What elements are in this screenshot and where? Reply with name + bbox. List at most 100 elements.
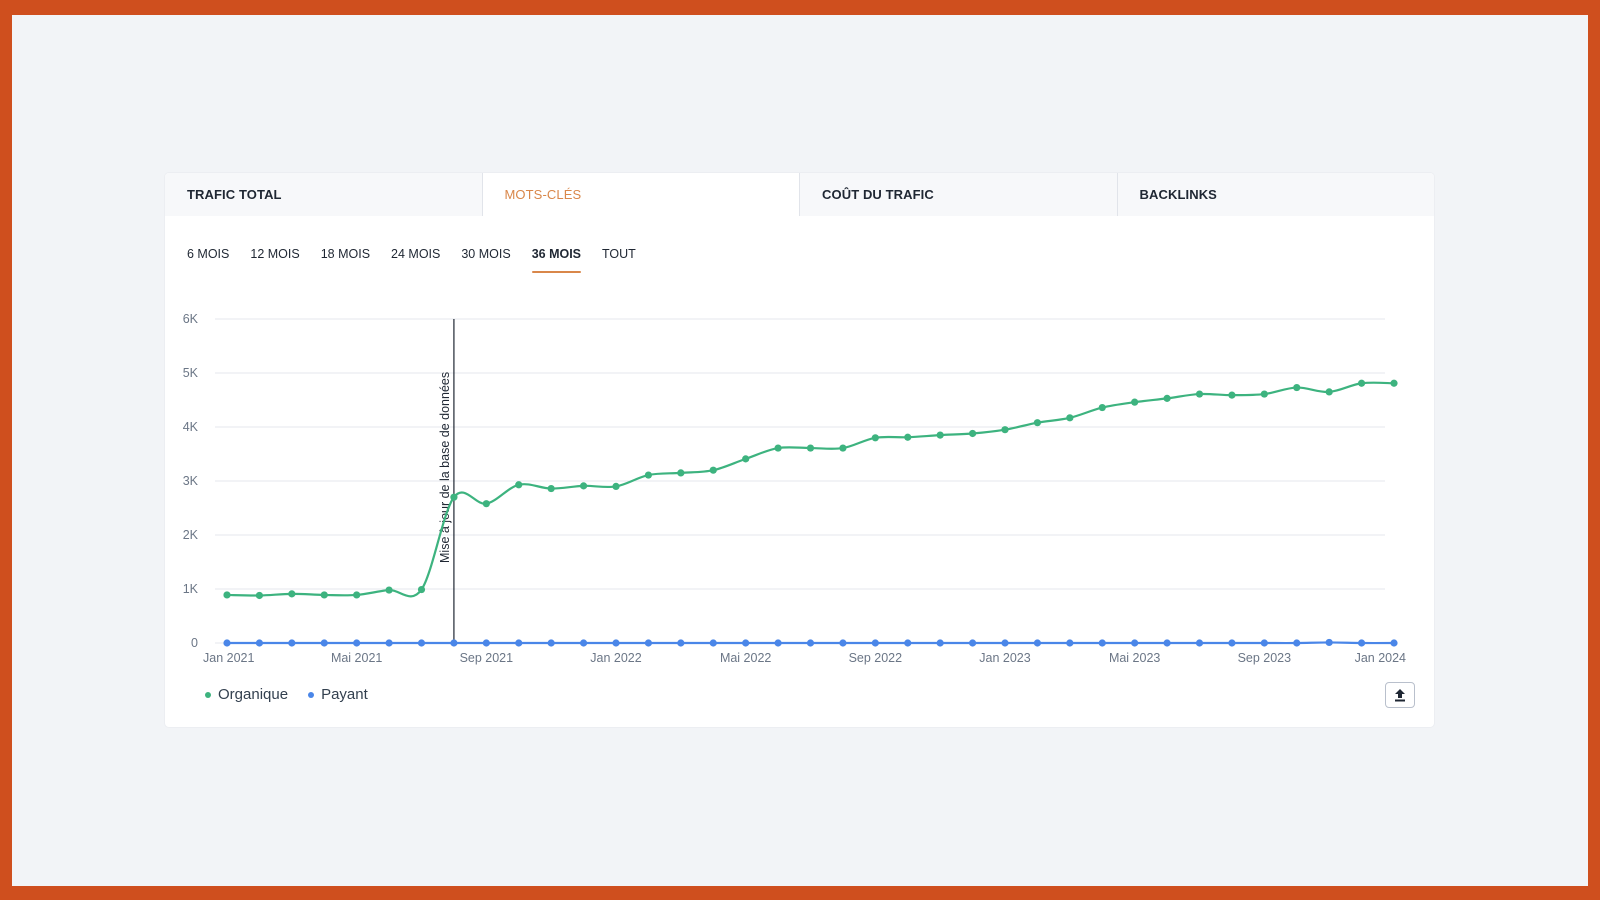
data-point-organique <box>515 481 523 489</box>
data-point-organique <box>871 434 879 442</box>
data-point-organique <box>806 444 815 452</box>
data-point-payant <box>1228 639 1236 647</box>
x-tick-label: Jan 2021 <box>203 651 254 665</box>
tab-backlinks[interactable]: BACKLINKS <box>1139 187 1217 202</box>
data-point-organique <box>320 591 328 599</box>
data-point-organique <box>288 590 296 598</box>
data-point-payant <box>1260 639 1268 647</box>
data-point-organique <box>547 484 555 493</box>
data-point-payant <box>1195 639 1204 647</box>
data-point-organique <box>450 493 458 501</box>
legend-label-organique: Organique <box>218 686 289 703</box>
data-point-organique <box>1001 426 1009 434</box>
data-point-payant <box>255 639 264 647</box>
data-point-payant <box>871 639 879 647</box>
period-tout[interactable]: TOUT <box>602 247 636 261</box>
tab-mots-cles[interactable]: MOTS-CLÉS <box>482 173 800 216</box>
chart-card: TRAFIC TOTAL MOTS-CLÉS COÛT DU TRAFIC BA… <box>165 173 1434 727</box>
export-button[interactable] <box>1385 682 1415 708</box>
data-point-payant <box>1098 639 1106 647</box>
data-point-organique <box>1195 390 1204 398</box>
data-point-organique <box>1357 379 1366 387</box>
data-point-payant <box>806 639 815 647</box>
data-point-organique <box>612 482 620 490</box>
y-tick-label: 2K <box>183 528 199 542</box>
y-tick-label: 0 <box>191 636 198 650</box>
period-36-mois[interactable]: 36 MOIS <box>531 247 582 273</box>
data-point-payant <box>515 639 523 647</box>
x-tick-label: Mai 2023 <box>1109 651 1160 665</box>
data-point-payant <box>288 639 296 647</box>
data-point-payant <box>904 639 912 647</box>
data-point-organique <box>1033 419 1042 427</box>
data-point-organique <box>936 431 944 439</box>
data-point-organique <box>839 444 847 452</box>
data-point-payant <box>936 639 944 647</box>
line-chart: 0 1K 2K 3K 4K 5K 6K Jan 2021 Mai 2021 Sep 2021 Jan… <box>183 312 1406 665</box>
tab-trafic-total[interactable]: TRAFIC TOTAL <box>165 173 483 216</box>
data-point-payant <box>742 639 750 647</box>
data-point-organique <box>1390 379 1398 387</box>
period-24-mois[interactable]: 24 MOIS <box>391 247 441 261</box>
data-point-organique <box>774 444 782 452</box>
y-tick-label: 4K <box>183 420 199 434</box>
legend-item-organique[interactable]: Organique <box>205 686 288 703</box>
y-tick-label: 1K <box>183 582 199 596</box>
x-tick-label: Sep 2023 <box>1238 651 1292 665</box>
data-point-organique <box>1325 388 1333 396</box>
y-tick-label: 6K <box>183 312 199 326</box>
data-point-payant <box>1293 639 1301 647</box>
x-tick-label: Mai 2022 <box>720 651 771 665</box>
period-selector: 6 MOIS 12 MOIS 18 MOIS 24 MOIS 30 MOIS 3… <box>187 247 657 273</box>
data-point-organique <box>579 482 588 490</box>
data-point-payant <box>1001 639 1009 647</box>
upload-icon <box>1395 688 1405 701</box>
data-point-organique <box>1066 414 1074 422</box>
data-point-organique <box>1131 398 1139 406</box>
period-18-mois[interactable]: 18 MOIS <box>320 247 371 261</box>
data-point-payant <box>774 639 782 647</box>
y-tick-label: 3K <box>183 474 199 488</box>
data-point-payant <box>320 639 328 647</box>
x-tick-label: Sep 2021 <box>460 651 514 665</box>
data-point-organique <box>1098 403 1106 412</box>
x-tick-label: Jan 2023 <box>979 651 1030 665</box>
data-point-organique <box>385 586 393 594</box>
series-line-organique <box>226 381 1395 598</box>
data-point-organique <box>644 471 653 479</box>
data-point-payant <box>417 639 426 647</box>
data-point-payant <box>1357 639 1366 647</box>
data-point-payant <box>839 639 847 647</box>
data-point-payant <box>223 639 231 647</box>
data-point-payant <box>482 639 490 647</box>
data-point-payant <box>677 639 685 647</box>
x-tick-label: Jan 2024 <box>1355 651 1406 665</box>
data-point-payant <box>644 639 653 647</box>
x-tick-label: Sep 2022 <box>849 651 903 665</box>
period-30-mois[interactable]: 30 MOIS <box>461 247 511 261</box>
data-point-organique <box>709 466 717 474</box>
period-12-mois[interactable]: 12 MOIS <box>250 247 300 261</box>
data-point-payant <box>353 639 361 647</box>
data-point-payant <box>968 639 977 647</box>
x-tick-label: Mai 2021 <box>331 651 382 665</box>
tab-cout-du-trafic[interactable]: COÛT DU TRAFIC <box>800 173 1118 216</box>
data-point-organique <box>353 591 361 599</box>
data-point-payant <box>450 639 458 647</box>
period-6-mois[interactable]: 6 MOIS <box>187 247 230 261</box>
data-point-organique <box>482 500 490 508</box>
data-point-organique <box>223 591 231 599</box>
data-point-organique <box>1228 391 1236 399</box>
legend-item-payant[interactable]: Payant <box>308 686 368 703</box>
data-point-organique <box>677 469 685 477</box>
metric-tabs: TRAFIC TOTAL MOTS-CLÉS COÛT DU TRAFIC BA… <box>165 173 1434 216</box>
data-point-organique <box>1293 383 1301 392</box>
data-point-payant <box>1131 639 1139 647</box>
data-point-organique <box>417 585 426 594</box>
data-point-payant <box>612 639 620 647</box>
chart-legend: Organique Payant <box>205 686 368 703</box>
data-point-payant <box>579 639 588 647</box>
legend-dot-organique <box>205 691 211 698</box>
data-point-payant <box>385 639 393 647</box>
data-point-payant <box>1066 639 1074 647</box>
